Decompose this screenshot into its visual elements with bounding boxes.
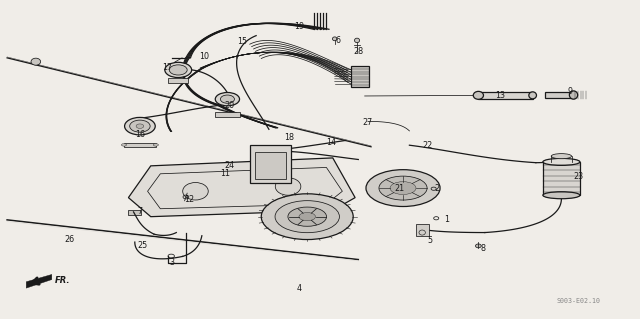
Text: 13: 13: [495, 92, 505, 100]
Text: 10: 10: [199, 52, 209, 61]
FancyBboxPatch shape: [478, 92, 532, 99]
Polygon shape: [26, 274, 52, 288]
Text: FR.: FR.: [54, 276, 70, 285]
Text: 14: 14: [326, 137, 337, 146]
Ellipse shape: [170, 65, 187, 75]
FancyBboxPatch shape: [351, 66, 369, 87]
Ellipse shape: [182, 182, 208, 200]
Circle shape: [390, 182, 416, 195]
FancyBboxPatch shape: [416, 224, 429, 236]
Text: 28: 28: [353, 47, 364, 56]
FancyBboxPatch shape: [250, 145, 291, 183]
FancyBboxPatch shape: [545, 93, 573, 98]
Ellipse shape: [165, 62, 191, 78]
Text: 11: 11: [221, 169, 230, 178]
Ellipse shape: [551, 154, 572, 159]
Text: 7: 7: [138, 207, 143, 216]
Text: 1: 1: [444, 215, 449, 224]
Ellipse shape: [154, 144, 159, 146]
Ellipse shape: [130, 120, 150, 132]
Text: 24: 24: [224, 161, 234, 170]
Text: 17: 17: [162, 63, 172, 72]
FancyBboxPatch shape: [255, 152, 285, 179]
Circle shape: [261, 194, 353, 240]
Text: 2: 2: [435, 184, 440, 193]
Ellipse shape: [529, 92, 536, 99]
Text: 19: 19: [294, 22, 305, 31]
Ellipse shape: [355, 38, 360, 43]
Text: 21: 21: [395, 184, 405, 193]
Ellipse shape: [136, 124, 144, 128]
Text: 15: 15: [237, 38, 247, 47]
Ellipse shape: [543, 159, 580, 165]
Text: 18: 18: [284, 133, 294, 142]
Text: 26: 26: [65, 235, 75, 244]
FancyBboxPatch shape: [214, 112, 240, 117]
Ellipse shape: [332, 37, 337, 41]
Text: 25: 25: [138, 241, 148, 250]
Ellipse shape: [125, 117, 156, 135]
FancyBboxPatch shape: [543, 162, 580, 195]
Text: 12: 12: [184, 195, 194, 204]
Text: 23: 23: [573, 173, 584, 182]
Ellipse shape: [570, 91, 578, 99]
Polygon shape: [129, 158, 355, 217]
Circle shape: [366, 170, 440, 206]
Circle shape: [379, 176, 427, 200]
FancyBboxPatch shape: [168, 78, 188, 83]
Ellipse shape: [473, 91, 483, 99]
Text: 20: 20: [224, 101, 234, 110]
Text: S003-E02.10: S003-E02.10: [557, 298, 600, 304]
Ellipse shape: [215, 93, 239, 106]
Text: 4: 4: [297, 284, 302, 293]
FancyBboxPatch shape: [124, 143, 156, 147]
Text: 22: 22: [422, 141, 433, 150]
Ellipse shape: [476, 244, 481, 248]
Circle shape: [288, 207, 326, 226]
FancyBboxPatch shape: [129, 210, 141, 215]
Circle shape: [275, 201, 339, 233]
Text: 3: 3: [170, 258, 174, 267]
Ellipse shape: [31, 58, 40, 65]
Circle shape: [299, 212, 316, 221]
Ellipse shape: [122, 144, 127, 146]
Text: 16: 16: [135, 130, 145, 139]
Text: 27: 27: [363, 117, 373, 127]
Text: 5: 5: [428, 236, 433, 245]
Text: 6: 6: [335, 36, 340, 45]
Text: 9: 9: [568, 87, 573, 96]
Ellipse shape: [543, 192, 580, 199]
Ellipse shape: [220, 95, 234, 103]
Ellipse shape: [275, 178, 301, 195]
Text: 8: 8: [481, 244, 485, 253]
